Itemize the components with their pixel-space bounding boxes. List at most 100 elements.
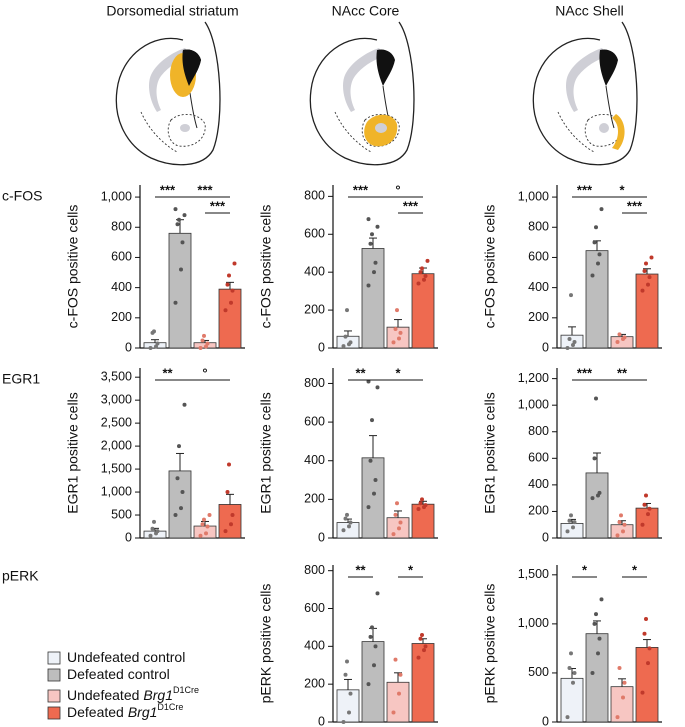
data-point	[207, 513, 212, 518]
data-point	[372, 491, 376, 496]
column-title: NAcc Core	[332, 3, 400, 19]
data-point	[343, 334, 348, 339]
data-point	[622, 335, 627, 340]
legend-swatch	[47, 706, 61, 720]
data-point	[366, 682, 371, 687]
data-point	[397, 336, 401, 341]
data-point	[423, 273, 428, 278]
data-point	[640, 690, 645, 695]
data-point	[393, 327, 398, 332]
y-tick-label: 3,500	[101, 369, 132, 383]
legend-name: Undefeated	[67, 687, 139, 703]
data-point	[370, 232, 374, 237]
data-point	[567, 666, 572, 671]
significance-label: **	[162, 365, 173, 380]
data-point	[225, 282, 230, 287]
data-point	[565, 529, 570, 534]
data-point	[594, 225, 598, 230]
y-tick-label: 400	[304, 264, 325, 278]
data-point	[644, 261, 648, 266]
data-point	[373, 260, 378, 265]
data-point	[398, 672, 403, 677]
data-point	[425, 258, 430, 263]
data-point	[341, 528, 346, 533]
data-point	[372, 270, 376, 275]
y-tick-label: 800	[528, 220, 549, 234]
data-point	[567, 518, 572, 523]
data-point	[617, 520, 622, 525]
data-point	[391, 710, 396, 715]
data-point	[347, 710, 351, 715]
data-point	[368, 458, 373, 463]
significance-label: ***	[197, 182, 213, 197]
legend-label: Undefeated Brg1D1Cre	[67, 685, 199, 702]
data-point	[423, 503, 428, 508]
data-point	[182, 213, 187, 218]
data-point	[368, 241, 373, 246]
significance-label: ***	[627, 198, 643, 213]
data-point	[227, 273, 231, 278]
data-point	[200, 338, 205, 343]
data-point	[646, 512, 650, 517]
y-tick-label: 2,000	[101, 438, 132, 452]
data-point	[571, 680, 575, 685]
data-point	[644, 493, 648, 498]
data-point	[647, 506, 652, 511]
data-point	[565, 346, 570, 350]
data-point	[372, 663, 376, 668]
y-tick-label: 0	[542, 714, 549, 727]
data-point	[646, 282, 650, 287]
data-point	[569, 513, 573, 518]
data-point	[232, 261, 237, 266]
data-point	[622, 522, 627, 527]
bar	[411, 643, 435, 723]
y-tick-label: 0	[125, 530, 132, 544]
data-point	[642, 631, 647, 636]
data-point	[615, 339, 620, 344]
y-axis-label: EGR1 positive cells	[258, 392, 274, 513]
data-point	[420, 632, 424, 637]
data-point	[391, 532, 396, 537]
significance-label: °	[395, 182, 400, 197]
data-point	[148, 533, 153, 538]
data-point	[397, 691, 401, 696]
data-point	[227, 462, 231, 467]
data-point	[599, 597, 604, 602]
y-tick-label: 1,000	[101, 484, 132, 498]
y-tick-label: 0	[318, 340, 325, 354]
data-point	[590, 670, 595, 675]
data-point	[422, 277, 426, 282]
bar	[411, 503, 435, 539]
bar	[218, 288, 242, 349]
data-point	[150, 526, 155, 531]
data-point	[569, 651, 573, 656]
bar	[610, 686, 634, 723]
data-point	[647, 275, 652, 280]
data-point	[375, 224, 380, 229]
data-point	[366, 283, 371, 288]
row-label: pERK	[2, 568, 39, 584]
y-axis-label: c-FOS positive cells	[258, 205, 274, 329]
legend-label: Defeated control	[67, 666, 170, 682]
legend-swatch	[47, 651, 61, 665]
data-point	[152, 329, 156, 334]
data-point	[200, 522, 205, 527]
data-point	[393, 512, 398, 517]
data-point	[642, 269, 647, 274]
data-point	[571, 342, 575, 347]
bar	[361, 457, 385, 539]
data-point	[597, 490, 602, 495]
legend-sup: D1Cre	[157, 702, 183, 712]
significance-label: ***	[353, 182, 369, 197]
data-point	[617, 332, 622, 337]
column-title: Dorsomedial striatum	[106, 3, 238, 19]
data-point	[345, 659, 349, 664]
y-tick-label: 1,000	[101, 189, 132, 203]
y-tick-label: 600	[528, 451, 549, 465]
data-point	[223, 529, 228, 534]
y-tick-label: 500	[111, 507, 132, 521]
y-tick-label: 0	[318, 530, 325, 544]
data-point	[592, 240, 597, 245]
data-point	[418, 636, 423, 641]
